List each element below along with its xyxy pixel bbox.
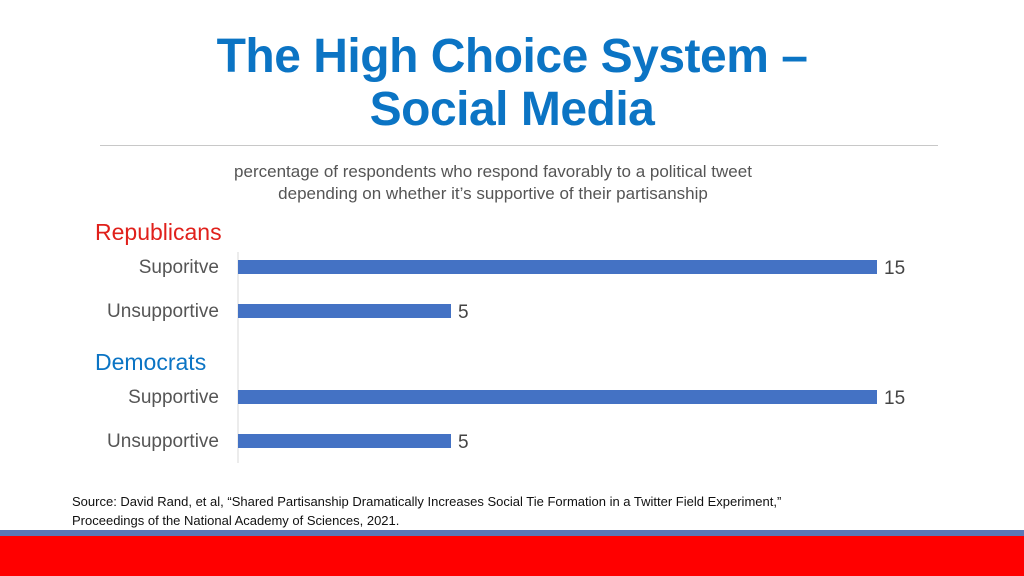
source-line-2: Proceedings of the National Academy of S… [72,513,400,528]
group-label-democrats: Democrats [95,349,206,375]
value-label: 5 [458,302,469,323]
bar [238,304,451,318]
subtitle-line-2: depending on whether it’s supportive of … [278,184,708,203]
subtitle-line-1: percentage of respondents who respond fa… [234,162,752,181]
category-label: Unsupportive [107,301,219,322]
footer-band [0,536,1024,576]
footer-stripe [0,530,1024,536]
title-divider [100,145,938,146]
bar [238,434,451,448]
title-line-1: The High Choice System – [216,30,808,83]
value-label: 15 [884,258,905,279]
category-label: Supportive [128,387,219,408]
chart-subtitle: percentage of respondents who respond fa… [0,161,986,205]
group-label-republicans: Republicans [95,219,222,245]
category-label: Suporitve [139,257,219,278]
slide-title: The High Choice System – Social Media [0,30,1024,136]
bar [238,390,877,404]
source-line-1: Source: David Rand, et al, “Shared Parti… [72,494,782,509]
source-citation: Source: David Rand, et al, “Shared Parti… [72,492,972,530]
value-label: 5 [458,432,469,453]
bar [238,260,877,274]
title-line-2: Social Media [369,83,655,136]
value-label: 15 [884,388,905,409]
category-label: Unsupportive [107,431,219,452]
